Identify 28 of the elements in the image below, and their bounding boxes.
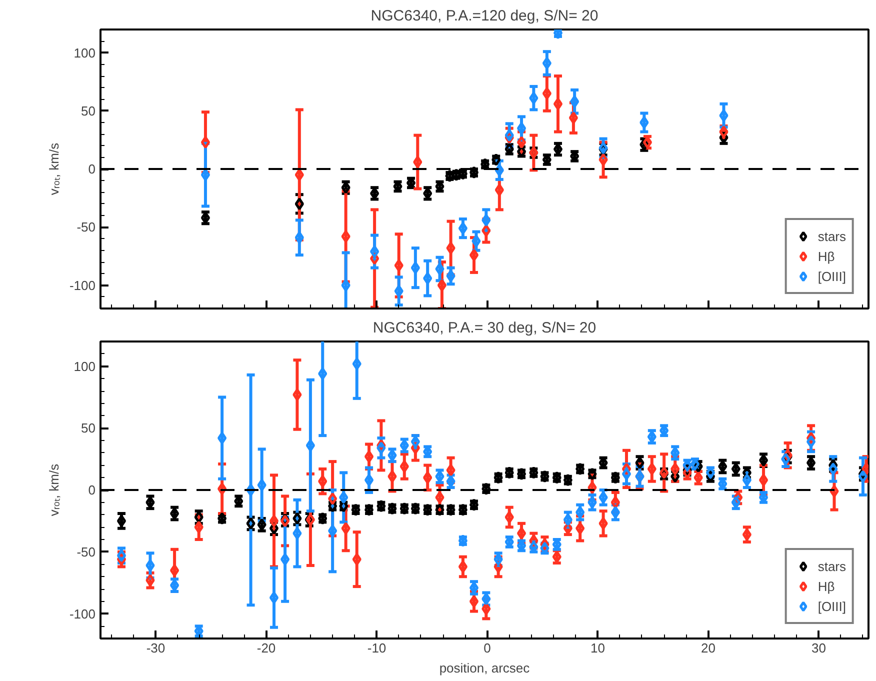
x-tick-label: -20 <box>256 640 276 656</box>
y-axis-title: vᵣₒₜ, km/s <box>46 142 62 196</box>
x-tick-label: 20 <box>701 640 716 656</box>
y-axis-title: vᵣₒₜ, km/s <box>46 463 62 516</box>
y-tick-label: 0 <box>88 482 96 498</box>
x-tick-label: 10 <box>590 640 606 656</box>
x-tick-label: -10 <box>367 640 386 656</box>
legend-label: [OIII] <box>818 598 846 614</box>
legend-label: stars <box>818 558 846 574</box>
legend-label: [OIII] <box>818 268 846 284</box>
legend-label: Hβ <box>818 248 836 264</box>
y-tick-label: -50 <box>76 220 96 235</box>
legend-label: Hβ <box>818 578 836 594</box>
y-tick-label: 50 <box>81 420 96 436</box>
y-tick-label: -100 <box>69 606 96 622</box>
chart-title: NGC6340, P.A.= 30 deg, S/N= 20 <box>372 320 596 336</box>
y-tick-label: 100 <box>74 358 96 374</box>
legend-label: stars <box>818 228 846 244</box>
y-tick-label: -50 <box>76 544 96 560</box>
y-tick-label: 0 <box>88 162 96 176</box>
x-tick-label: 0 <box>484 640 491 656</box>
chart-title: NGC6340, P.A.=120 deg, S/N= 20 <box>370 8 598 24</box>
x-axis-title: position, arcsec <box>439 660 530 676</box>
y-tick-label: -100 <box>69 278 96 293</box>
y-tick-label: 50 <box>81 103 96 118</box>
x-tick-label: 30 <box>812 640 826 656</box>
x-tick-label: -30 <box>146 640 166 656</box>
y-tick-label: 100 <box>74 45 96 60</box>
